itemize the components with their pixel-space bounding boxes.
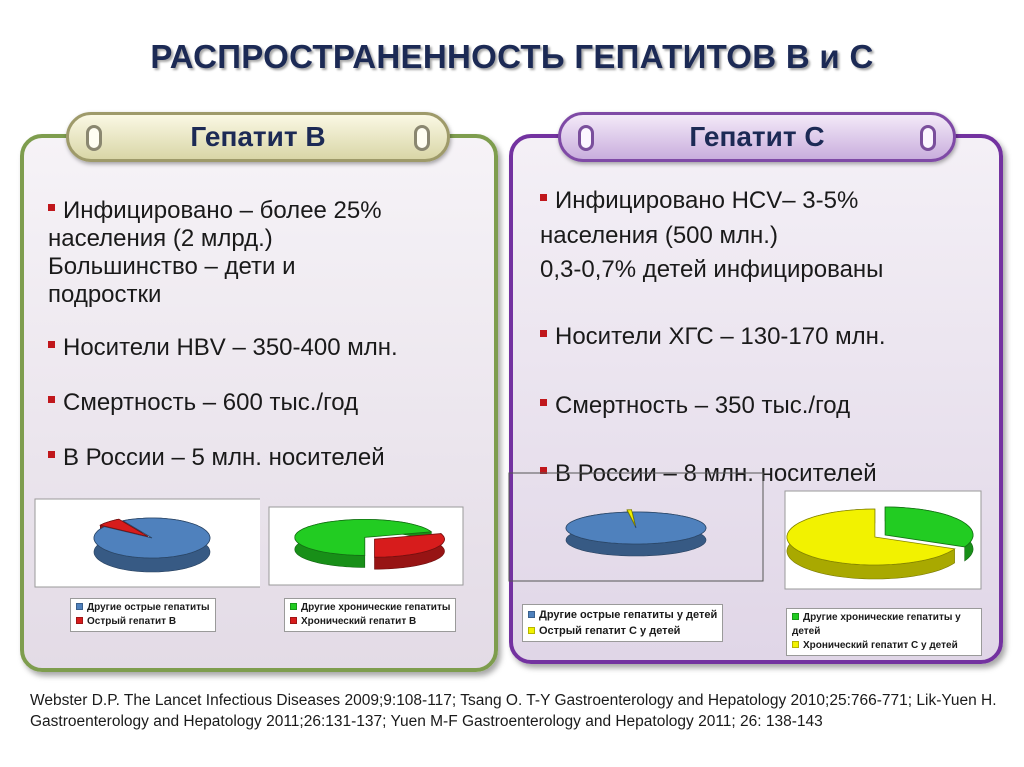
legend-item: Другие хронические гепатиты	[290, 601, 450, 615]
panel-c-title: Гепатит С	[689, 121, 825, 152]
bullet-line: населения (2 млрд.)	[48, 225, 273, 252]
chart-legend: Другие хронические гепатиты у детей Хрон…	[786, 608, 982, 656]
panel-b-title: Гепатит В	[190, 121, 326, 152]
binder-ring-icon	[920, 125, 936, 151]
legend-item: Другие хронические гепатиты у детей	[792, 612, 961, 637]
bullet-line: подростки	[48, 281, 162, 308]
bullet-square-icon	[48, 396, 55, 404]
pie-chart-plot	[508, 472, 764, 582]
binder-ring-icon	[86, 125, 102, 151]
pie-chart-acute-hepatitis-c-children: Другие острые гепатиты у детей Острый ге…	[508, 472, 764, 644]
chart-frame	[508, 472, 764, 582]
legend-item: Острый гепатит В	[76, 615, 210, 629]
legend-item: Хронический гепатит С у детей	[792, 639, 976, 653]
bullet-line: населения (500 млн.)	[540, 222, 778, 249]
pie-slice	[99, 518, 149, 537]
pie-slice	[565, 511, 707, 545]
bullet-square-icon	[48, 341, 55, 349]
bullet-item: Носители ХГС – 130-170 млн.	[540, 323, 886, 351]
binder-ring-icon	[414, 125, 430, 151]
chart-legend: Другие острые гепатиты Острый гепатит В	[70, 598, 216, 632]
bullet-item: Носители HBV – 350-400 млн.	[48, 334, 398, 362]
bullet-item: Смертность – 350 тыс./год	[540, 392, 850, 420]
bullet-item: Инфицировано – более 25%	[48, 197, 382, 225]
pie-slice	[294, 519, 433, 556]
legend-item: Другие острые гепатиты	[76, 601, 210, 615]
pie-chart-chronic-hepatitis-b: Другие хронические гепатиты Хронический …	[268, 506, 464, 636]
binder-ring-icon	[578, 125, 594, 151]
slide-title: РАСПРОСТРАНЕННОСТЬ ГЕПАТИТОВ В и С	[150, 38, 874, 75]
legend-item: Другие острые гепатиты у детей	[528, 607, 717, 623]
legend-swatch	[290, 616, 297, 624]
bullet-square-icon	[48, 204, 55, 212]
legend-swatch	[792, 612, 799, 620]
pie-slice	[786, 508, 956, 566]
pie-chart-plot	[34, 498, 260, 588]
bullet-square-icon	[540, 330, 547, 338]
bullet-square-icon	[540, 467, 547, 475]
pie-slice	[626, 509, 636, 526]
bullet-item: Смертность – 600 тыс./год	[48, 389, 358, 417]
pie-slice	[884, 506, 974, 548]
pie-chart-chronic-hepatitis-c-children: Другие хронические гепатиты у детей Хрон…	[784, 490, 982, 656]
pie-chart-plot	[784, 490, 982, 590]
panel-b-header: Гепатит В	[66, 112, 450, 162]
bullet-square-icon	[48, 451, 55, 459]
bullet-item: В России – 5 млн. носителей	[48, 444, 385, 472]
chart-legend: Другие хронические гепатиты Хронический …	[284, 598, 457, 632]
legend-swatch	[528, 626, 535, 634]
legend-item: Хронический гепатит В	[290, 615, 450, 629]
pie-slice	[93, 517, 211, 559]
pie-chart-plot	[268, 506, 464, 586]
legend-swatch	[290, 602, 297, 610]
bullet-line: 0,3-0,7% детей инфицированы	[540, 256, 884, 283]
legend-item: Острый гепатит С у детей	[528, 623, 717, 639]
legend-swatch	[76, 616, 83, 624]
bullet-item: Инфицировано HCV– 3-5%	[540, 187, 858, 215]
bullet-square-icon	[540, 194, 547, 202]
legend-swatch	[792, 640, 799, 648]
pie-slice	[374, 533, 445, 558]
legend-swatch	[76, 602, 83, 610]
pie-chart-acute-hepatitis-b: Другие острые гепатиты Острый гепатит В	[34, 498, 260, 636]
bullet-line: Большинство – дети и	[48, 253, 296, 280]
chart-legend: Другие острые гепатиты у детей Острый ге…	[522, 604, 724, 642]
legend-swatch	[528, 610, 535, 618]
references: Webster D.P. The Lancet Infectious Disea…	[30, 692, 997, 730]
panel-c-header: Гепатит С	[558, 112, 956, 162]
bullet-square-icon	[540, 399, 547, 407]
